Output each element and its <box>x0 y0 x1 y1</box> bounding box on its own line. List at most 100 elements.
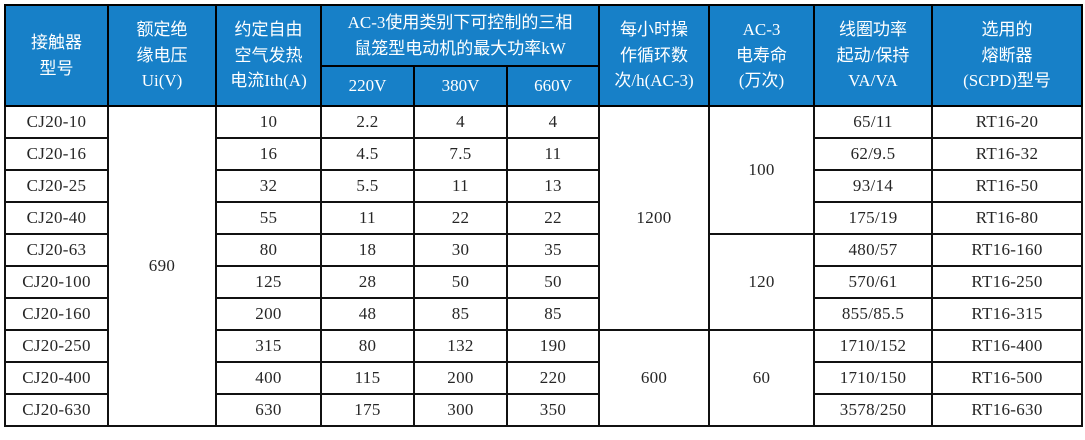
p660-cell: 220 <box>505 361 601 395</box>
model-cell: CJ20-630 <box>4 393 109 427</box>
p220-cell: 48 <box>320 297 415 331</box>
model-cell: CJ20-400 <box>4 361 109 395</box>
p660-cell: 11 <box>505 137 601 171</box>
p220-cell: 5.5 <box>320 169 415 203</box>
header-coil-power: 线圈功率 起动/保持 VA/VA <box>813 4 934 107</box>
table-header: 接触器 型号 额定绝 缘电压 Ui(V) 约定自由 空气发热 电流Ith(A) … <box>4 4 1084 107</box>
p660-cell: 22 <box>505 201 601 235</box>
life-merged-cell: 60 <box>708 329 816 427</box>
p220-cell: 4.5 <box>320 137 415 171</box>
header-insulation-voltage: 额定绝 缘电压 Ui(V) <box>107 4 217 107</box>
life-merged-cell: 100 <box>708 105 816 235</box>
model-cell: CJ20-63 <box>4 233 109 267</box>
cycles-merged-cell: 1200 <box>598 105 711 331</box>
coil-cell: 570/61 <box>813 265 934 299</box>
ith-cell: 125 <box>215 265 322 299</box>
ith-cell: 32 <box>215 169 322 203</box>
ith-cell: 315 <box>215 329 322 363</box>
p220-cell: 175 <box>320 393 415 427</box>
header-life: AC-3 电寿命 (万次) <box>708 4 816 107</box>
table-row: CJ20-100 125 28 50 50 570/61 RT16-250 <box>4 265 1084 299</box>
p660-cell: 35 <box>505 233 601 267</box>
p660-cell: 50 <box>505 265 601 299</box>
table-row: CJ20-40 55 11 22 22 175/19 RT16-80 <box>4 201 1084 235</box>
fuse-cell: RT16-630 <box>931 393 1084 427</box>
fuse-cell: RT16-32 <box>931 137 1084 171</box>
p380-cell: 50 <box>413 265 508 299</box>
p380-cell: 7.5 <box>413 137 508 171</box>
p220-cell: 115 <box>320 361 415 395</box>
ith-cell: 630 <box>215 393 322 427</box>
p380-cell: 200 <box>413 361 508 395</box>
fuse-cell: RT16-160 <box>931 233 1084 267</box>
table-row: CJ20-16 16 4.5 7.5 11 62/9.5 RT16-32 <box>4 137 1084 171</box>
table-row: CJ20-25 32 5.5 11 13 93/14 RT16-50 <box>4 169 1084 203</box>
table-body: CJ20-10 690 10 2.2 4 4 1200 100 65/11 RT… <box>4 105 1084 427</box>
ith-cell: 16 <box>215 137 322 171</box>
table-row: CJ20-160 200 48 85 85 855/85.5 RT16-315 <box>4 297 1084 331</box>
fuse-cell: RT16-400 <box>931 329 1084 363</box>
fuse-cell: RT16-20 <box>931 105 1084 139</box>
p380-cell: 4 <box>413 105 508 139</box>
p220-cell: 11 <box>320 201 415 235</box>
fuse-cell: RT16-500 <box>931 361 1084 395</box>
p220-cell: 80 <box>320 329 415 363</box>
p380-cell: 300 <box>413 393 508 427</box>
header-ac3-power-group: AC-3使用类别下可控制的三相 鼠笼型电动机的最大功率kW <box>319 4 601 67</box>
p220-cell: 18 <box>320 233 415 267</box>
fuse-cell: RT16-315 <box>931 297 1084 331</box>
table-row: CJ20-63 80 18 30 35 120 480/57 RT16-160 <box>4 233 1084 331</box>
table-row: CJ20-400 400 115 200 220 1710/150 RT16-5… <box>4 361 1084 395</box>
p660-cell: 350 <box>505 393 601 427</box>
table-row: CJ20-10 690 10 2.2 4 4 1200 100 65/11 RT… <box>4 105 1084 427</box>
coil-cell: 3578/250 <box>813 393 934 427</box>
contactor-spec-table: 接触器 型号 额定绝 缘电压 Ui(V) 约定自由 空气发热 电流Ith(A) … <box>4 4 1084 427</box>
coil-cell: 175/19 <box>813 201 934 235</box>
table-row: CJ20-250 315 80 132 190 600 60 1710/152 … <box>4 329 1084 427</box>
model-cell: CJ20-10 <box>4 105 109 139</box>
model-cell: CJ20-100 <box>4 265 109 299</box>
model-cell: CJ20-160 <box>4 297 109 331</box>
header-fuse: 选用的 熔断器 (SCPD)型号 <box>931 4 1084 107</box>
p380-cell: 85 <box>413 297 508 331</box>
header-220v: 220V <box>320 65 415 107</box>
fuse-cell: RT16-80 <box>931 201 1084 235</box>
p220-cell: 2.2 <box>320 105 415 139</box>
life-merged-cell: 120 <box>708 233 816 331</box>
coil-cell: 1710/152 <box>813 329 934 363</box>
p660-cell: 13 <box>505 169 601 203</box>
header-cycles: 每小时操 作循环数 次/h(AC-3) <box>598 4 711 107</box>
p220-cell: 28 <box>320 265 415 299</box>
table-row: CJ20-630 630 175 300 350 3578/250 RT16-6… <box>4 393 1084 427</box>
model-cell: CJ20-40 <box>4 201 109 235</box>
fuse-cell: RT16-50 <box>931 169 1084 203</box>
model-cell: CJ20-25 <box>4 169 109 203</box>
coil-cell: 1710/150 <box>813 361 934 395</box>
cycles-merged-cell: 600 <box>598 329 711 427</box>
p380-cell: 132 <box>413 329 508 363</box>
p380-cell: 22 <box>413 201 508 235</box>
ith-cell: 200 <box>215 297 322 331</box>
p660-cell: 4 <box>505 105 601 139</box>
header-660v: 660V <box>505 65 601 107</box>
p380-cell: 30 <box>413 233 508 267</box>
page: 接触器 型号 额定绝 缘电压 Ui(V) 约定自由 空气发热 电流Ith(A) … <box>4 4 1084 427</box>
header-380v: 380V <box>413 65 508 107</box>
coil-cell: 62/9.5 <box>813 137 934 171</box>
fuse-cell: RT16-250 <box>931 265 1084 299</box>
ith-cell: 55 <box>215 201 322 235</box>
p380-cell: 11 <box>413 169 508 203</box>
coil-cell: 65/11 <box>813 105 934 139</box>
p660-cell: 85 <box>505 297 601 331</box>
model-cell: CJ20-250 <box>4 329 109 363</box>
coil-cell: 480/57 <box>813 233 934 267</box>
coil-cell: 855/85.5 <box>813 297 934 331</box>
model-cell: CJ20-16 <box>4 137 109 171</box>
ith-cell: 10 <box>215 105 322 139</box>
ith-cell: 400 <box>215 361 322 395</box>
coil-cell: 93/14 <box>813 169 934 203</box>
header-model: 接触器 型号 <box>4 4 109 107</box>
ith-cell: 80 <box>215 233 322 267</box>
header-thermal-current: 约定自由 空气发热 电流Ith(A) <box>215 4 322 107</box>
ui-merged-cell: 690 <box>107 105 217 427</box>
